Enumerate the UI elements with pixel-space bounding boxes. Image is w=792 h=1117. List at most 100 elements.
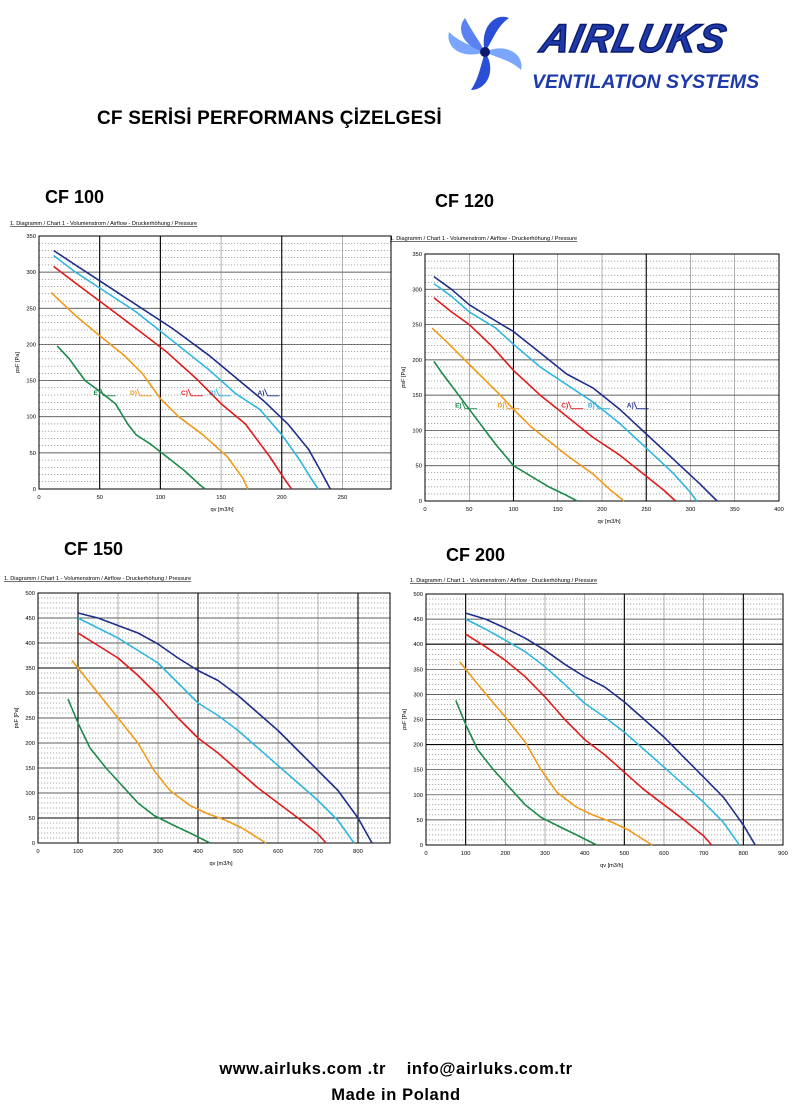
y-tick-label: 0	[419, 499, 422, 505]
plot-frame	[37, 592, 391, 844]
series-label: D)	[130, 390, 137, 397]
x-tick-label: 0	[37, 495, 40, 501]
y-tick-label: 150	[413, 768, 423, 774]
brand-tagline: VENTILATION SYSTEMS	[532, 71, 759, 93]
x-tick-label: 100	[73, 849, 83, 855]
x-tick-label: 500	[233, 849, 243, 855]
x-tick-label: 800	[353, 849, 363, 855]
y-tick-label: 500	[413, 592, 423, 598]
y-tick-label: 250	[413, 718, 423, 724]
y-tick-label: 100	[413, 793, 423, 799]
y-axis-label: psF [Pa]	[14, 707, 20, 728]
x-axis-label: qv [m3/h]	[598, 519, 621, 525]
x-tick-label: 200	[500, 851, 510, 857]
series-label-leader	[594, 401, 610, 410]
series-line-c	[77, 632, 327, 844]
series-line-e	[433, 360, 578, 502]
x-tick-label: 100	[509, 507, 519, 513]
series-label: C)	[181, 390, 188, 397]
y-tick-label: 200	[413, 743, 423, 749]
series-label: A)	[627, 403, 634, 410]
x-tick-label: 100	[461, 851, 471, 857]
y-tick-label: 50	[29, 816, 35, 822]
y-tick-label: 350	[412, 252, 422, 258]
footer-origin: Made in Poland	[331, 1086, 461, 1104]
chart-cf150: 1. Diagramm / Chart 1 - Volumenstrom / A…	[4, 576, 391, 867]
x-tick-label: 400	[193, 849, 203, 855]
y-tick-label: 250	[26, 306, 36, 312]
y-tick-label: 350	[26, 234, 36, 240]
series-label-leader	[504, 401, 520, 410]
chart-cf200: 1. Diagramm / Chart 1 · Volumenstrom / A…	[402, 578, 788, 869]
x-tick-label: 200	[597, 507, 607, 513]
y-tick-label: 50	[30, 451, 36, 457]
x-tick-label: 250	[338, 495, 348, 501]
y-tick-label: 350	[413, 667, 423, 673]
x-tick-label: 0	[36, 849, 39, 855]
y-tick-label: 300	[26, 270, 36, 276]
website-link[interactable]: www.airluks.com .tr	[219, 1060, 386, 1078]
y-axis-label: psF [Pa]	[15, 352, 21, 373]
x-tick-label: 700	[313, 849, 323, 855]
footer-contact: www.airluks.com .tr info@airluks.com.tr	[0, 1060, 792, 1079]
series-label: B)	[588, 403, 595, 410]
y-tick-label: 50	[417, 818, 423, 824]
series-label-leader	[461, 401, 478, 410]
x-tick-label: 250	[641, 507, 651, 513]
y-tick-label: 100	[26, 415, 36, 421]
series-line-c	[433, 297, 677, 502]
chart-name-cf200: CF 200	[446, 545, 506, 565]
series-label: E)	[455, 403, 462, 410]
series-line-a	[433, 275, 718, 502]
chart-header: 1. Diagramm / Chart 1 - Volumenstrom / A…	[10, 221, 197, 227]
series-label-leader	[567, 401, 584, 410]
y-tick-label: 450	[413, 617, 423, 623]
x-tick-label: 400	[774, 507, 784, 513]
y-tick-label: 200	[412, 358, 422, 364]
y-tick-label: 250	[25, 716, 35, 722]
y-tick-label: 0	[420, 843, 423, 849]
plot-frame	[424, 253, 780, 502]
series-line-c	[53, 265, 293, 490]
chart-header: 1. Diagramm / Chart 1 - Volumenstrom / A…	[4, 576, 191, 582]
brand-name: AIRLUKS	[536, 15, 731, 60]
chart-header: 1. Diagramm / Chart 1 - Volumenstrom / A…	[390, 236, 577, 242]
x-tick-label: 700	[699, 851, 709, 857]
series-line-e	[56, 345, 206, 490]
email-link[interactable]: info@airluks.com.tr	[406, 1060, 573, 1078]
x-tick-label: 150	[216, 495, 226, 501]
y-tick-label: 300	[413, 692, 423, 698]
series-line-e	[67, 698, 211, 844]
x-tick-label: 800	[738, 851, 748, 857]
x-axis-label: qv [m3/h]	[600, 863, 623, 869]
y-axis-label: psF [Pa]	[401, 367, 407, 388]
chart-name-cf120: CF 120	[435, 191, 495, 211]
series-line-a	[77, 612, 373, 844]
x-axis-label: qv [m3/h]	[211, 507, 234, 513]
plot-frame	[38, 235, 392, 490]
chart-cf120: 1. Diagramm / Chart 1 - Volumenstrom / A…	[390, 236, 784, 525]
y-tick-label: 0	[32, 841, 35, 847]
series-line-b	[77, 617, 355, 844]
fan-logo-icon	[448, 16, 522, 90]
x-tick-label: 300	[686, 507, 696, 513]
chart-name-cf100: CF 100	[45, 187, 105, 207]
x-axis-label: qv [m3/h]	[210, 861, 233, 867]
y-tick-label: 100	[412, 428, 422, 434]
series-label: C)	[561, 403, 568, 410]
chart-header: 1. Diagramm / Chart 1 · Volumenstrom / A…	[410, 578, 597, 584]
plot-frame	[425, 593, 784, 846]
y-tick-label: 300	[412, 287, 422, 293]
y-tick-label: 150	[412, 393, 422, 399]
y-tick-label: 50	[416, 464, 422, 470]
y-tick-label: 450	[25, 616, 35, 622]
series-label: B)	[209, 390, 216, 397]
x-tick-label: 400	[580, 851, 590, 857]
series-label-leader	[100, 388, 116, 397]
y-tick-label: 250	[412, 323, 422, 329]
chart-cf100: 1. Diagramm / Chart 1 - Volumenstrom / A…	[10, 221, 392, 513]
x-tick-label: 300	[540, 851, 550, 857]
series-label-leader	[633, 401, 649, 410]
x-tick-label: 50	[466, 507, 472, 513]
x-tick-label: 600	[659, 851, 669, 857]
